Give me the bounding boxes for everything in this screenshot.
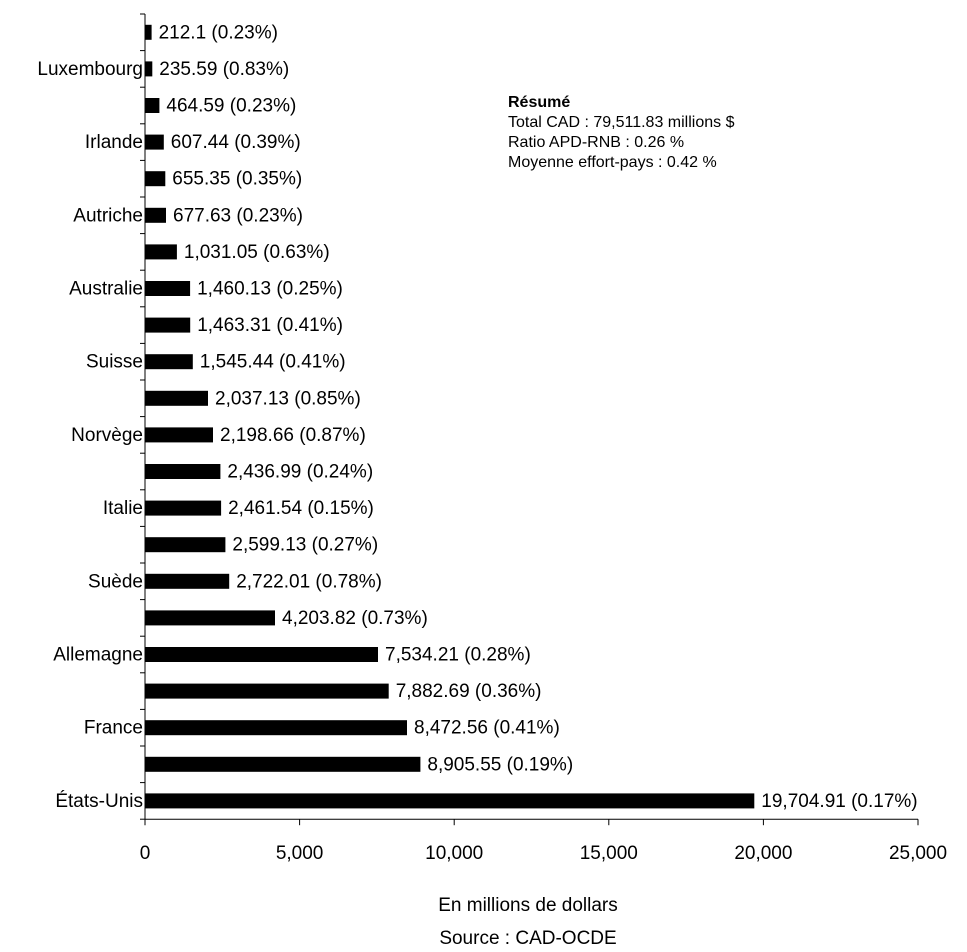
bar: [145, 683, 389, 699]
x-axis-label: En millions de dollars: [438, 895, 618, 916]
category-label: Australie: [69, 279, 143, 300]
bar: [145, 171, 166, 187]
x-tick-label: 0: [140, 843, 151, 864]
data-label: 4,203.82 (0.73%): [282, 608, 428, 629]
bar: [145, 610, 275, 626]
data-label: 2,198.66 (0.87%): [220, 425, 366, 446]
value-labels-group: 212.1 (0.23%) 235.59 (0.83%) 464.59 (0.23%…: [159, 22, 918, 812]
data-label: 8,905.55 (0.19%): [427, 754, 573, 775]
source-note: Source : CAD-OCDE: [439, 928, 616, 949]
data-label: 464.59 (0.23%): [166, 96, 296, 117]
summary-average: Moyenne effort-pays : 0.42 %: [508, 154, 717, 171]
summary-title: Résumé: [508, 94, 571, 111]
data-label: 2,461.54 (0.15%): [228, 498, 374, 519]
data-label: 2,599.13 (0.27%): [232, 535, 378, 556]
data-label: 2,436.99 (0.24%): [227, 462, 373, 483]
data-label: 7,534.21 (0.28%): [385, 645, 531, 666]
data-label: 1,460.13 (0.25%): [197, 279, 343, 300]
bar: [145, 61, 153, 77]
category-label: Italie: [103, 498, 143, 519]
bar: [145, 647, 378, 662]
category-label: Suisse: [86, 352, 143, 373]
data-label: 19,704.91 (0.17%): [761, 791, 917, 812]
bar: [145, 134, 164, 150]
data-label: 677.63 (0.23%): [173, 205, 303, 226]
category-label: Suède: [88, 571, 143, 592]
data-label: 1,463.31 (0.41%): [197, 315, 343, 336]
bar: [145, 281, 191, 296]
x-tick-label: 15,000: [580, 843, 638, 864]
category-label: Luxembourg: [37, 59, 143, 80]
x-tick-label: 20,000: [734, 843, 792, 864]
bar: [145, 354, 193, 370]
bar: [145, 756, 421, 772]
data-label: 2,722.01 (0.78%): [236, 571, 382, 592]
bar: [145, 464, 221, 479]
data-label: 235.59 (0.83%): [159, 59, 289, 80]
bar: [145, 427, 213, 443]
bar: [145, 244, 177, 260]
category-label: Autriche: [73, 205, 143, 226]
category-label: France: [84, 718, 143, 739]
data-label: 1,031.05 (0.63%): [184, 242, 330, 263]
summary-total: Total CAD : 79,511.83 millions $: [508, 114, 735, 131]
bar: [145, 573, 230, 589]
data-label: 7,882.69 (0.36%): [396, 681, 542, 702]
data-label: 8,472.56 (0.41%): [414, 718, 560, 739]
axes-group: 0 5,000 10,000 15,000 20,000 25,000: [140, 13, 947, 864]
category-label: Norvège: [71, 425, 143, 446]
bar: [145, 720, 407, 736]
x-tick-label: 5,000: [276, 843, 324, 864]
bar: [145, 793, 755, 809]
data-label: 607.44 (0.39%): [171, 132, 301, 153]
bar: [145, 207, 166, 223]
summary-ratio: Ratio APD-RNB : 0.26 %: [508, 134, 685, 151]
data-label: 2,037.13 (0.85%): [215, 388, 361, 409]
bar: [145, 500, 222, 516]
bars-group: [145, 24, 755, 809]
bar: [145, 317, 191, 333]
summary-box: Résumé Total CAD : 79,511.83 millions $ …: [508, 93, 734, 173]
x-tick-label: 25,000: [889, 843, 947, 864]
category-label: États-Unis: [55, 791, 143, 812]
category-label: Allemagne: [53, 645, 143, 666]
x-tick-label: 10,000: [425, 843, 483, 864]
category-labels-group: Luxembourg Irlande Autriche Australie Suisse…: [37, 59, 143, 812]
bar: [145, 390, 208, 406]
bar: [145, 24, 152, 40]
data-label: 1,545.44 (0.41%): [200, 352, 346, 373]
bar: [145, 537, 226, 553]
data-label: 212.1 (0.23%): [159, 22, 278, 43]
data-label: 655.35 (0.35%): [172, 169, 302, 190]
bar: [145, 98, 160, 113]
category-label: Irlande: [85, 132, 143, 153]
